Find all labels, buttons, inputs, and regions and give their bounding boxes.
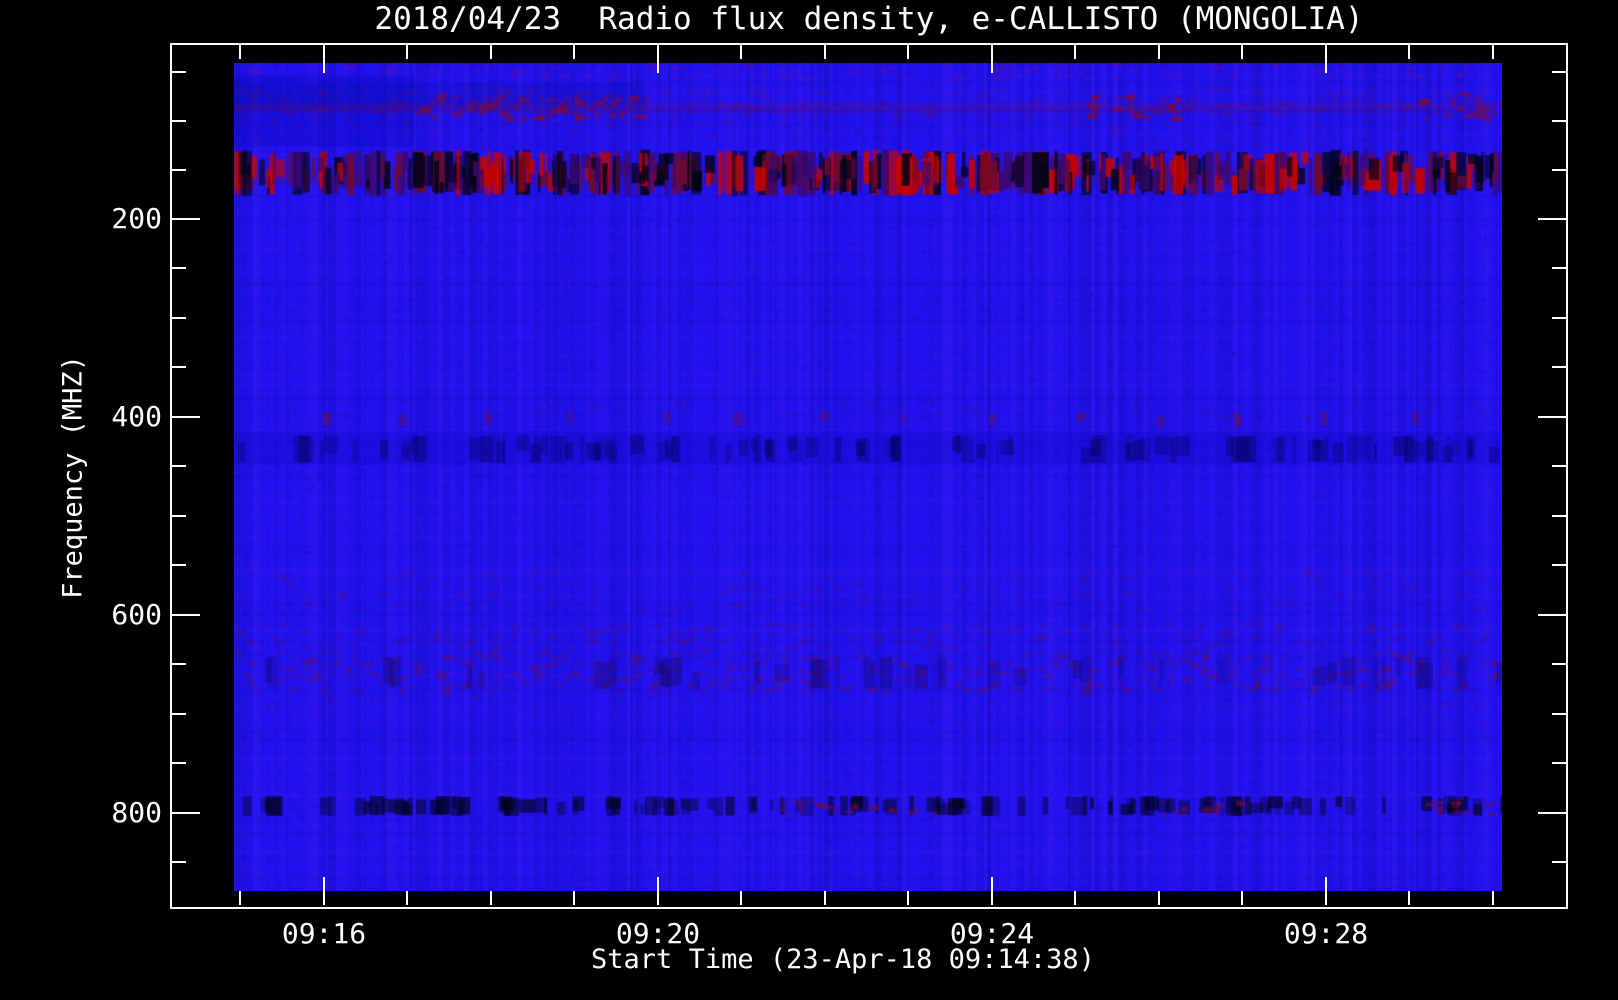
y-tick-label: 400 bbox=[111, 400, 162, 433]
x-axis-tick bbox=[1492, 891, 1494, 905]
y-axis-tick bbox=[172, 861, 186, 863]
x-axis-tick bbox=[824, 45, 826, 59]
y-axis-tick bbox=[1552, 564, 1566, 566]
x-axis-tick bbox=[323, 877, 325, 905]
x-axis-tick bbox=[991, 877, 993, 905]
y-axis-tick bbox=[1552, 465, 1566, 467]
x-axis-tick bbox=[907, 891, 909, 905]
y-axis-tick bbox=[172, 317, 186, 319]
x-tick-label: 09:24 bbox=[949, 917, 1035, 950]
x-axis-tick bbox=[406, 891, 408, 905]
y-axis-tick bbox=[172, 120, 186, 122]
y-axis-tick bbox=[172, 515, 186, 517]
x-axis-tick bbox=[490, 45, 492, 59]
x-axis-tick bbox=[740, 891, 742, 905]
x-tick-label: 09:28 bbox=[1283, 917, 1369, 950]
x-axis-tick bbox=[573, 891, 575, 905]
spectrogram-canvas bbox=[234, 63, 1502, 891]
y-axis-tick bbox=[172, 713, 186, 715]
y-axis-tick bbox=[1552, 267, 1566, 269]
y-axis-tick bbox=[172, 762, 186, 764]
y-axis-tick bbox=[1552, 515, 1566, 517]
y-axis-tick bbox=[172, 71, 186, 73]
y-axis-tick bbox=[172, 416, 200, 418]
x-axis-tick bbox=[1325, 877, 1327, 905]
x-axis-tick bbox=[740, 45, 742, 59]
x-axis-tick bbox=[1158, 45, 1160, 59]
x-tick-label: 09:20 bbox=[615, 917, 701, 950]
y-tick-label: 600 bbox=[111, 598, 162, 631]
y-axis-tick bbox=[1538, 812, 1566, 814]
x-axis-tick bbox=[1074, 45, 1076, 59]
y-axis-tick bbox=[1552, 713, 1566, 715]
x-axis-tick bbox=[1074, 891, 1076, 905]
y-axis-tick bbox=[172, 366, 186, 368]
x-axis-tick bbox=[1492, 45, 1494, 59]
x-axis-tick bbox=[490, 891, 492, 905]
y-tick-label: 800 bbox=[111, 796, 162, 829]
x-axis-tick bbox=[1325, 45, 1327, 73]
y-axis-tick bbox=[1552, 861, 1566, 863]
x-axis-tick bbox=[1158, 891, 1160, 905]
y-axis-tick bbox=[172, 169, 186, 171]
y-axis-tick bbox=[172, 812, 200, 814]
y-axis-tick bbox=[172, 267, 186, 269]
x-axis-tick bbox=[824, 891, 826, 905]
y-axis-tick bbox=[172, 564, 186, 566]
plot-frame bbox=[170, 43, 1568, 909]
x-axis-tick bbox=[657, 877, 659, 905]
y-axis-tick bbox=[1538, 614, 1566, 616]
y-axis-tick bbox=[172, 663, 186, 665]
x-axis-tick bbox=[657, 45, 659, 73]
y-axis-tick bbox=[1552, 317, 1566, 319]
x-axis-tick bbox=[991, 45, 993, 73]
x-axis-tick bbox=[323, 45, 325, 73]
x-axis-tick bbox=[406, 45, 408, 59]
x-axis-tick bbox=[239, 891, 241, 905]
x-axis-tick bbox=[907, 45, 909, 59]
y-tick-label: 200 bbox=[111, 202, 162, 235]
y-axis-tick bbox=[172, 465, 186, 467]
y-axis-tick bbox=[1552, 71, 1566, 73]
x-axis-tick bbox=[1408, 891, 1410, 905]
y-axis-tick bbox=[1538, 416, 1566, 418]
y-axis-tick bbox=[1552, 762, 1566, 764]
x-axis-tick bbox=[1408, 45, 1410, 59]
y-axis-title: Frequency (MHZ) bbox=[57, 355, 89, 599]
x-axis-tick bbox=[239, 45, 241, 59]
y-axis-tick bbox=[1552, 120, 1566, 122]
x-tick-label: 09:16 bbox=[281, 917, 367, 950]
y-axis-tick bbox=[1538, 218, 1566, 220]
y-axis-tick bbox=[172, 218, 200, 220]
y-axis-tick bbox=[1552, 366, 1566, 368]
x-axis-title: Start Time (23-Apr-18 09:14:38) bbox=[591, 944, 1095, 975]
x-axis-tick bbox=[573, 45, 575, 59]
y-axis-tick bbox=[1552, 169, 1566, 171]
chart-title: 2018/04/23 Radio flux density, e-CALLIST… bbox=[374, 1, 1364, 37]
y-axis-tick bbox=[1552, 663, 1566, 665]
x-axis-tick bbox=[1241, 891, 1243, 905]
x-axis-tick bbox=[1241, 45, 1243, 59]
y-axis-tick bbox=[172, 614, 200, 616]
